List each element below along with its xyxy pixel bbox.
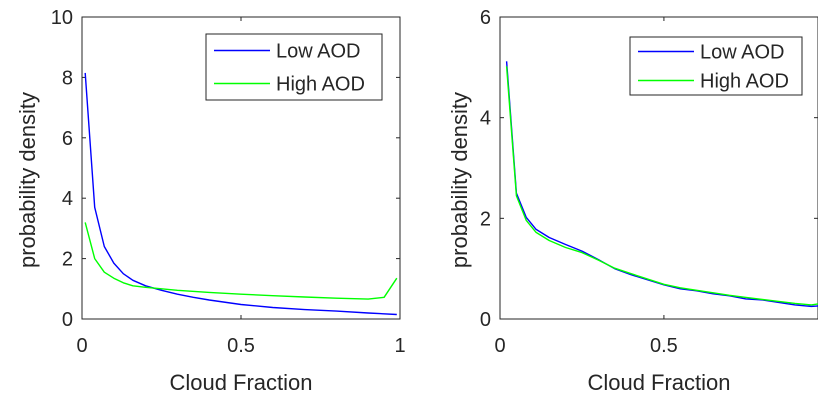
legend-label: High AOD — [700, 71, 789, 93]
chart-panel-2: 0 2 4 6 0 0.5 Cloud Fraction probability densit… — [447, 7, 818, 395]
x-tick-label: 0 — [494, 335, 505, 357]
legend-box — [629, 36, 803, 96]
y-tick-label: 6 — [62, 128, 73, 150]
series-line-high-aod — [505, 66, 818, 306]
y-tick-label: 4 — [62, 188, 73, 210]
x-tick-label: 0.5 — [227, 335, 255, 357]
x-tick-label: 0 — [76, 335, 87, 357]
x-tick-label: 1 — [394, 335, 405, 357]
series-line-low-aod — [84, 72, 397, 316]
y-tick-label: 2 — [480, 208, 491, 230]
series-line-high-aod — [84, 222, 398, 300]
y-tick-label: 2 — [62, 249, 73, 271]
y-tick-label: 6 — [480, 7, 491, 29]
legend-label: Low AOD — [700, 42, 784, 64]
y-tick-label: 0 — [62, 309, 73, 331]
x-axis-label: Cloud Fraction — [169, 370, 312, 395]
legend-box — [205, 33, 383, 101]
legend: Low AOD High AOD — [205, 33, 383, 101]
y-axis-label: probability density — [447, 92, 472, 268]
y-tick-label: 0 — [480, 309, 491, 331]
x-tick-label: 0.5 — [650, 335, 678, 357]
y-axis-label: probability density — [15, 92, 40, 268]
legend-label: High AOD — [276, 74, 365, 96]
legend: Low AOD High AOD — [629, 36, 803, 96]
y-tick-label: 8 — [62, 67, 73, 89]
y-tick-label: 4 — [480, 108, 491, 130]
y-tick-label: 10 — [51, 7, 73, 29]
legend-label: Low AOD — [276, 41, 360, 63]
chart-panel-1: 0 2 4 6 8 10 0 0.5 1 Cloud Fraction probability de… — [15, 7, 406, 395]
x-axis-label: Cloud Fraction — [587, 370, 730, 395]
